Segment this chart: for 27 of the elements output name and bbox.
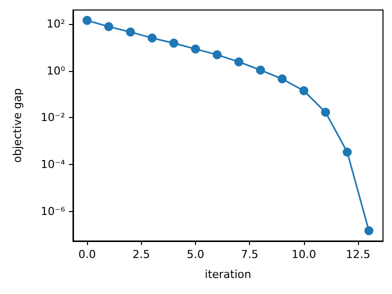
point [126, 27, 135, 36]
point [169, 38, 178, 48]
point [256, 66, 266, 75]
point [299, 86, 308, 96]
point [148, 33, 157, 42]
x-tick-label: 12.5 [346, 248, 370, 261]
point [321, 108, 330, 117]
x-tick-label: 10.0 [292, 248, 316, 261]
point [364, 226, 374, 236]
point [104, 22, 114, 32]
point [212, 50, 222, 60]
x-tick-label: 2.5 [132, 248, 150, 261]
y-tick-label: 10⁻² [40, 111, 65, 124]
x-tick-label: 0.0 [78, 248, 96, 261]
point [278, 74, 287, 84]
point [190, 44, 200, 54]
x-axis-title: iteration [204, 268, 252, 281]
point [234, 57, 244, 66]
x-tick-label: 5.0 [186, 248, 204, 261]
point [82, 16, 92, 25]
y-tick-label: 10⁻⁴ [40, 158, 66, 172]
x-tick-label: 7.5 [240, 248, 258, 261]
y-axis-title: objective gap [11, 88, 24, 163]
y-tick-label: 10² [46, 17, 65, 30]
point [342, 148, 352, 157]
y-tick-label: 10⁰ [46, 64, 66, 78]
y-tick-label: 10⁻⁶ [40, 204, 66, 218]
